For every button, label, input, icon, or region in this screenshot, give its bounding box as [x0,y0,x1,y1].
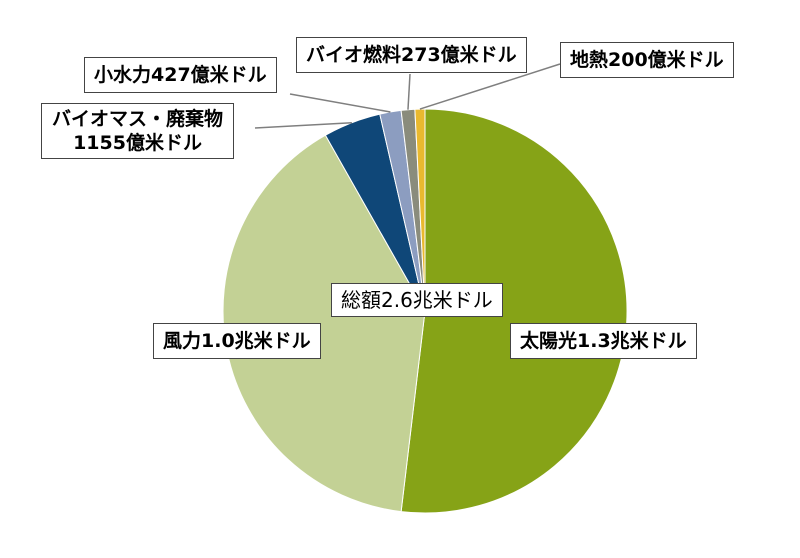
leader-line-biofuel [407,73,411,110]
leader-line-small-hydro [289,93,391,113]
label-biofuel: バイオ燃料273億米ドル [296,37,527,73]
label-solar: 太陽光1.3兆米ドル [510,323,697,359]
leader-lines [254,63,561,129]
pie-slice-solar [400,108,628,514]
label-small-hydro: 小水力427億米ドル [84,57,277,93]
label-geothermal: 地熱200億米ドル [560,42,734,78]
leader-line-geothermal [419,63,561,110]
leader-line-biomass [254,121,352,129]
label-wind: 風力1.0兆米ドル [153,323,321,359]
total-label: 総額2.6兆米ドル [331,283,503,317]
label-biomass: バイオマス・廃棄物 1155億米ドル [41,103,235,159]
pie-slices [222,108,628,514]
label-biomass-text: バイオマス・廃棄物 1155億米ドル [52,108,224,154]
